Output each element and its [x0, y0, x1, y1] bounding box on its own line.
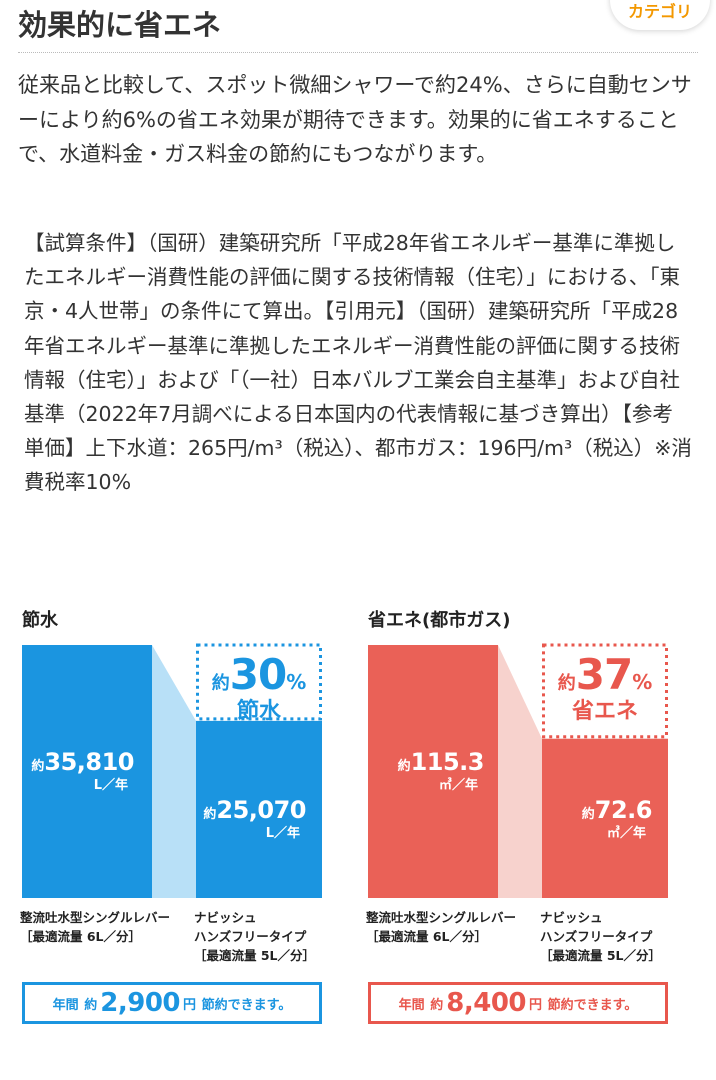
water-reduction-percent: 30 — [229, 650, 287, 699]
water-bar-1-value: 約35,810 L／年 — [24, 748, 134, 793]
water-category-1-label: 整流吐水型シングルレバー ［最適流量 6L／分］ — [20, 910, 171, 944]
water-bar-1-number: 35,810 — [44, 748, 134, 776]
water-category-2-label: ナビッシュ ハンズフリータイプ ［最適流量 5L／分］ — [194, 910, 316, 963]
gas-bar-2 — [542, 738, 668, 898]
water-saving-chart — [22, 643, 322, 898]
gas-bar-1 — [368, 645, 498, 898]
water-chart-title: 節水 — [22, 610, 58, 631]
category-tab[interactable]: カテゴリ — [610, 0, 710, 30]
gas-category-1-label: 整流吐水型シングルレバー ［最適流量 6L／分］ — [366, 910, 517, 944]
category-tab-label: カテゴリ — [627, 2, 692, 21]
gas-reduction-label: 省エネ — [571, 699, 638, 724]
gas-saving-amount: 8,400 — [446, 988, 527, 1018]
water-bar-2 — [196, 720, 322, 898]
water-reduction-badge: 約30% 節水 — [196, 650, 322, 725]
gas-reduction-connector — [498, 645, 542, 898]
water-bar-1 — [22, 645, 152, 898]
calculation-conditions: 【試算条件】（国研）建築研究所「平成28年省エネルギー基準に準拠したエネルギー消… — [24, 231, 692, 495]
water-bar-1-unit: L／年 — [93, 778, 128, 793]
gas-reduction-percent: 37 — [575, 650, 633, 699]
gas-bar-2-value: 約72.6 ㎥／年 — [542, 796, 653, 841]
gas-bar-2-unit: ㎥／年 — [606, 826, 646, 841]
gas-reduction-frame — [542, 643, 668, 739]
gas-category-2-label: ナビッシュ ハンズフリータイプ ［最適流量 5L／分］ — [540, 910, 662, 963]
gas-reduction-badge: 約37% 省エネ — [542, 650, 668, 725]
intro-paragraph: 従来品と比較して、スポット微細シャワーで約24%、さらに自動センサーにより約6%… — [18, 73, 692, 166]
gas-bar-1-unit: ㎥／年 — [438, 778, 478, 793]
title-divider — [18, 52, 698, 53]
water-bar-2-unit: L／年 — [265, 826, 300, 841]
water-saving-amount: 2,900 — [100, 988, 181, 1018]
gas-annual-saving: 年間 約 8,400 円 節約できます。 — [368, 982, 668, 1024]
water-annual-saving: 年間 約 2,900 円 節約できます。 — [22, 982, 322, 1024]
gas-bar-1-value: 約115.3 ㎥／年 — [374, 748, 485, 793]
gas-saving-chart — [368, 643, 668, 898]
gas-bar-2-number: 72.6 — [594, 796, 653, 824]
water-bar-2-number: 25,070 — [216, 796, 306, 824]
gas-chart-title: 省エネ(都市ガス) — [368, 610, 511, 631]
gas-bar-1-number: 115.3 — [410, 748, 485, 776]
water-reduction-connector — [152, 645, 196, 898]
water-reduction-label: 節水 — [236, 699, 281, 724]
page-title: 効果的に省エネ — [18, 8, 222, 42]
water-bar-2-value: 約25,070 L／年 — [196, 796, 306, 841]
